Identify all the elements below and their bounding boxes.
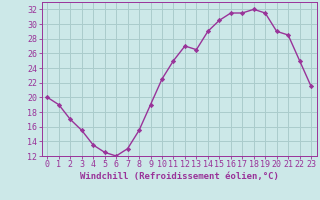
X-axis label: Windchill (Refroidissement éolien,°C): Windchill (Refroidissement éolien,°C) [80,172,279,181]
